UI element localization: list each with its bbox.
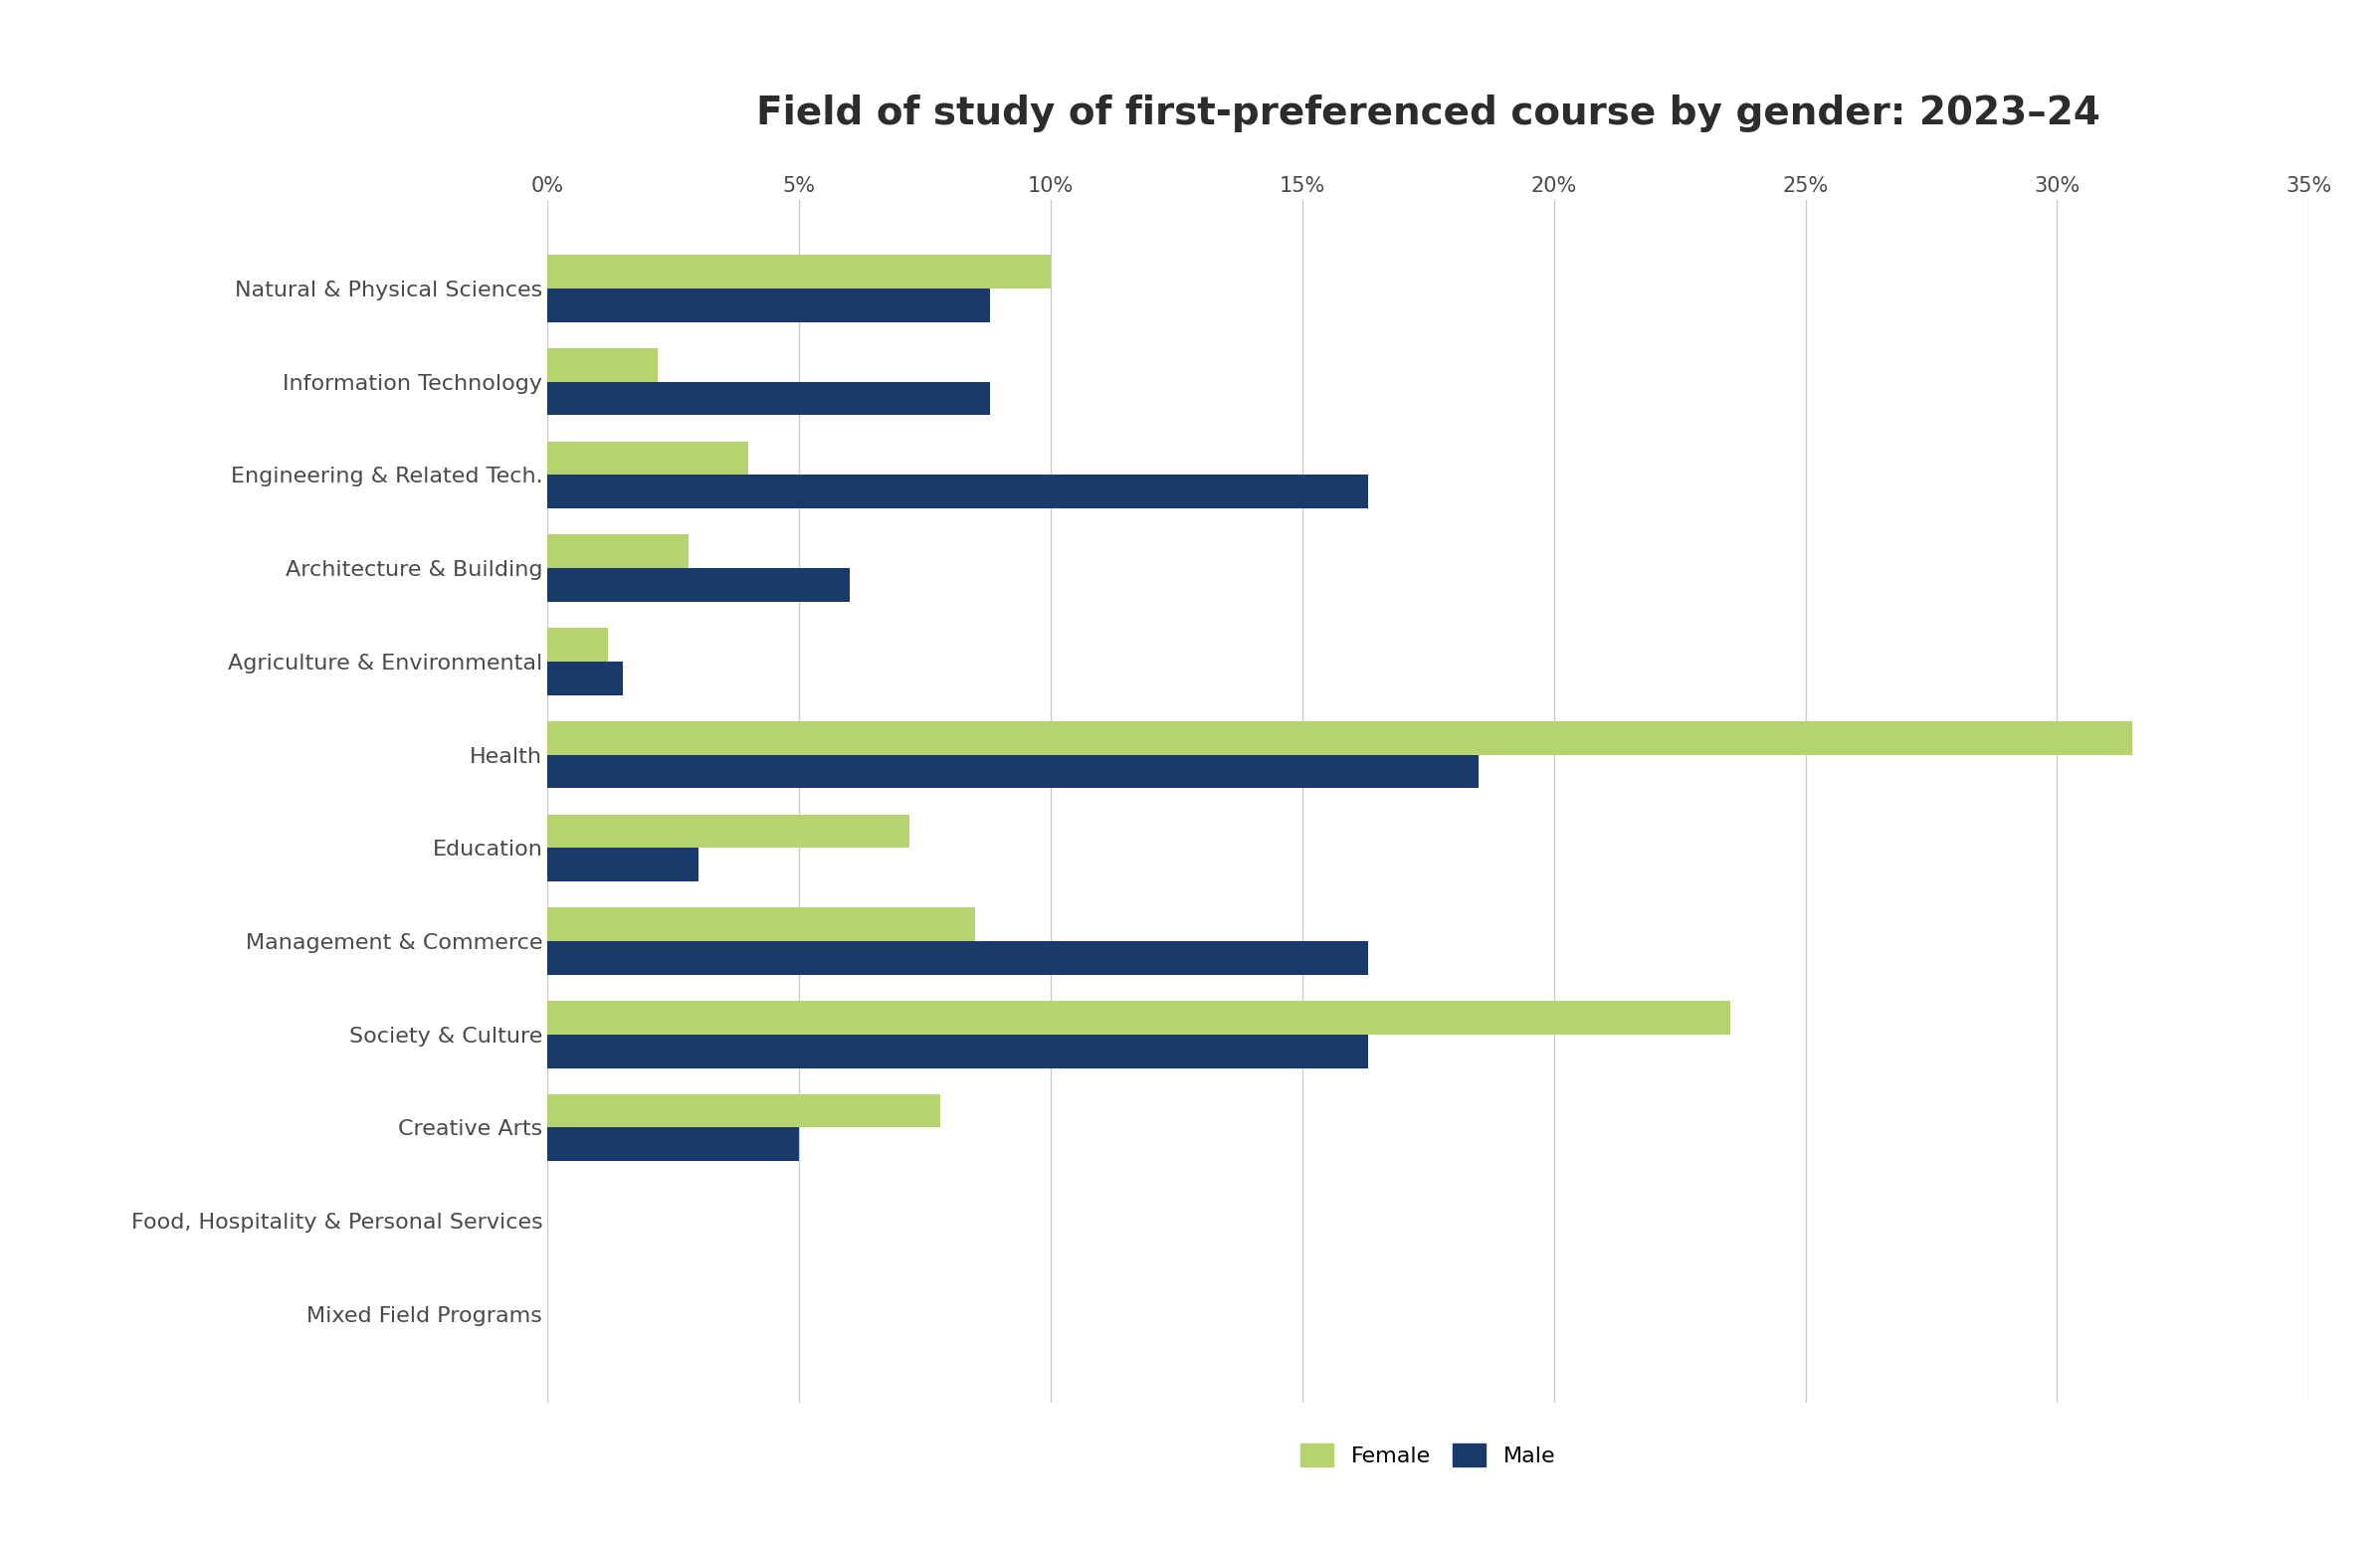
Bar xyxy=(547,1128,800,1162)
Bar xyxy=(547,254,1050,288)
Bar xyxy=(547,382,990,416)
Bar xyxy=(547,942,1368,975)
Bar xyxy=(547,1000,1730,1034)
Bar xyxy=(547,1094,940,1128)
Bar xyxy=(547,848,697,881)
Bar xyxy=(547,475,1368,509)
Bar xyxy=(547,908,976,942)
Bar xyxy=(547,755,1478,789)
Bar xyxy=(547,288,990,322)
Bar xyxy=(547,569,850,603)
Legend: Female, Male: Female, Male xyxy=(1290,1435,1566,1475)
Bar xyxy=(547,535,688,569)
Title: Field of study of first-preferenced course by gender: 2023–24: Field of study of first-preferenced cour… xyxy=(757,94,2099,133)
Bar xyxy=(547,1034,1368,1068)
Bar xyxy=(547,441,750,475)
Bar xyxy=(547,627,607,661)
Bar xyxy=(547,661,624,695)
Bar xyxy=(547,348,659,382)
Bar xyxy=(547,814,909,848)
Bar xyxy=(547,721,2132,755)
